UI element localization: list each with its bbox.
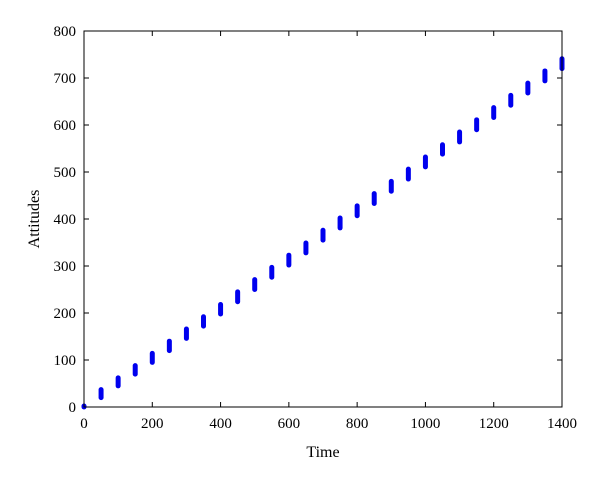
- x-tick-label: 1400: [547, 416, 577, 432]
- ticks-layer: 0 200 400 600 800 1000 1200 1400 0 100 200 300 400 50…: [54, 24, 578, 432]
- x-tick-label: 0: [80, 416, 88, 432]
- y-tick-label: 100: [54, 353, 77, 369]
- y-tick-label: 700: [54, 71, 77, 87]
- data-marks: [81, 56, 565, 410]
- y-tick-label: 200: [54, 306, 77, 322]
- y-tick-label: 300: [54, 259, 77, 275]
- y-tick-label: 800: [54, 24, 77, 40]
- x-tick-label: 800: [346, 416, 369, 432]
- y-tick-label: 600: [54, 118, 77, 134]
- y-tick-label: 500: [54, 165, 77, 181]
- y-tick-label: 0: [69, 400, 77, 416]
- y-axis-title: Attitudes: [26, 190, 43, 249]
- x-tick-label: 600: [278, 416, 301, 432]
- x-tick-label: 1000: [410, 416, 440, 432]
- x-tick-label: 400: [209, 416, 232, 432]
- x-tick-label: 200: [141, 416, 164, 432]
- y-tick-label: 400: [54, 212, 77, 228]
- plot-frame: [83, 30, 563, 408]
- x-axis-title: Time: [306, 444, 339, 461]
- x-tick-label: 1200: [479, 416, 509, 432]
